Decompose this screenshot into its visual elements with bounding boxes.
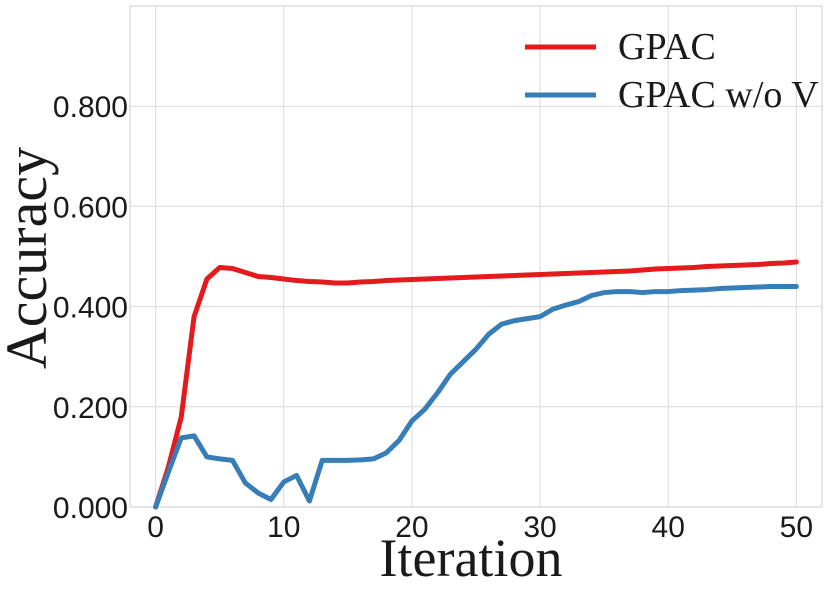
x-tick-label: 20 [395, 511, 428, 544]
legend-label-gpac: GPAC [618, 26, 716, 68]
tick-labels: 0 10 20 30 40 50 0.000 0.200 0.400 0.600 0.800 [53, 91, 813, 544]
x-tick-label: 0 [147, 511, 164, 544]
y-tick-label: 0.600 [53, 191, 128, 224]
series-line-gpac-wo-v [153, 284, 799, 510]
y-tick-label: 0.000 [53, 492, 128, 525]
legend: GPAC GPAC w/o V [525, 26, 819, 116]
x-tick-label: 50 [780, 511, 813, 544]
x-axis-title: Iteration [380, 528, 563, 588]
x-tick-label: 30 [523, 511, 556, 544]
x-tick-label: 10 [267, 511, 300, 544]
y-tick-label: 0.400 [53, 292, 128, 325]
series-layer [153, 259, 799, 510]
series-line-gpac [153, 259, 799, 510]
legend-label-gpac-wo-v: GPAC w/o V [618, 74, 819, 116]
x-tick-label: 40 [652, 511, 685, 544]
y-tick-label: 0.800 [53, 91, 128, 124]
y-axis-title: Accuracy [0, 147, 59, 369]
plot-frame [129, 5, 823, 508]
y-tick-label: 0.200 [53, 392, 128, 425]
